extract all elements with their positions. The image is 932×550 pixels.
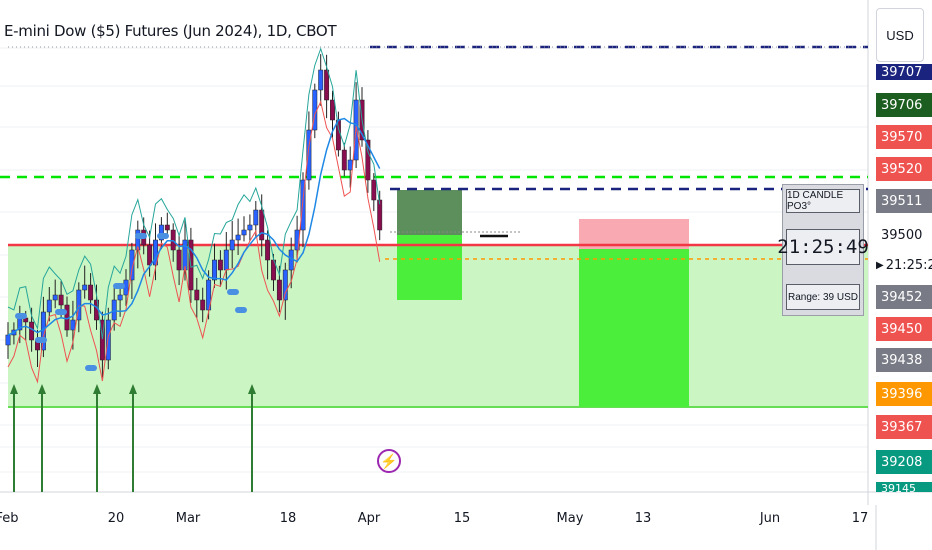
candle-body	[212, 259, 217, 281]
candle-body	[253, 209, 259, 226]
buy-arrow-head	[93, 384, 101, 394]
candle-body	[241, 229, 247, 236]
signal-marker	[227, 289, 239, 295]
price-label-level-3: 39570	[876, 125, 932, 149]
time-label-20: 20	[107, 511, 125, 526]
candle-body	[52, 294, 58, 301]
candle-body	[347, 159, 353, 171]
candle-po3-panel[interactable]: 1D CANDLE PO3° 21:25:49 Range: 39 USD	[777, 184, 869, 316]
currency-button[interactable]: USD	[876, 8, 924, 62]
candle-body	[176, 249, 182, 271]
buy-arrow-head	[129, 384, 137, 394]
po3-timer: 21:25:49	[777, 229, 869, 265]
price-label-level-5: 39511	[876, 189, 932, 213]
signal-marker	[15, 313, 27, 319]
time-label-18: 18	[279, 511, 297, 526]
candle-body	[235, 234, 241, 241]
candle-body	[182, 239, 188, 271]
lower-band-line	[7, 100, 381, 384]
time-label-mar: Mar	[175, 511, 201, 526]
buy-arrow-head	[10, 384, 18, 394]
signal-marker	[55, 309, 67, 315]
price-label-level-6: 39452	[876, 285, 932, 309]
time-label-apr: Apr	[357, 511, 381, 526]
candle-body	[135, 229, 141, 251]
chart-title: E-mini Dow ($5) Futures (Jun 2024), 1D, …	[4, 22, 337, 40]
candle-body	[276, 279, 282, 301]
candle-body	[105, 319, 111, 361]
candle-body	[259, 209, 265, 241]
candle-body	[29, 321, 35, 341]
time-label-13: 13	[634, 511, 652, 526]
current-price-marker-icon: ▶	[876, 259, 884, 271]
candle-body	[82, 284, 88, 291]
candle-body	[365, 139, 371, 181]
price-label-level-4: 39520	[876, 157, 932, 181]
candle-body	[247, 224, 253, 231]
candle-body	[318, 69, 324, 91]
candle-body	[300, 179, 306, 231]
candle-body	[70, 319, 76, 331]
signal-marker	[157, 233, 169, 239]
time-label-feb: Feb	[0, 511, 19, 526]
candle-body	[282, 269, 288, 301]
signal-marker	[135, 233, 147, 239]
signal-marker	[235, 307, 247, 313]
candle-body	[217, 259, 223, 271]
candle-body	[76, 289, 82, 321]
time-label-15: 15	[453, 511, 471, 526]
candle-body	[5, 334, 11, 346]
time-label-jun: Jun	[759, 511, 781, 526]
price-label-level-12: 39145	[876, 482, 932, 492]
lightning-bolt-icon[interactable]: ⚡	[377, 449, 401, 473]
signal-marker	[85, 365, 97, 371]
po3-title: 1D CANDLE PO3°	[786, 189, 860, 213]
time-label-17: 17	[851, 511, 869, 526]
countdown-label: ▶21:25:23	[876, 257, 932, 273]
candle-body	[129, 249, 135, 281]
po3-range: Range: 39 USD	[786, 284, 860, 310]
buy-arrow-head	[38, 384, 46, 394]
candle-body	[153, 239, 158, 266]
buy-arrow-head	[248, 384, 256, 394]
price-label-current: 39500	[881, 227, 923, 243]
signal-marker	[35, 337, 47, 343]
candle-body	[330, 99, 335, 121]
candle-body	[117, 294, 123, 301]
price-label-level-10: 39367	[876, 415, 932, 439]
candle-body	[88, 284, 94, 301]
candle-body	[324, 69, 330, 101]
bright-green-box	[579, 249, 689, 407]
candle-body	[341, 149, 347, 171]
price-label-level-9: 39396	[876, 382, 932, 406]
candle-body	[46, 299, 52, 313]
signal-marker	[113, 283, 125, 289]
candle-body	[164, 224, 170, 231]
candle-body	[377, 199, 383, 231]
candle-body	[99, 319, 105, 361]
price-label-level-2: 39706	[876, 93, 932, 117]
moving-average-line	[7, 117, 381, 336]
price-label-level-1: 39707	[876, 64, 932, 80]
candle-body	[223, 249, 229, 271]
price-label-level-11: 39208	[876, 450, 932, 474]
price-label-level-8: 39438	[876, 348, 932, 372]
candle-body	[58, 294, 64, 306]
candle-body	[265, 239, 271, 261]
candle-body	[229, 239, 235, 251]
candle-body	[306, 129, 312, 181]
dark-green-box	[397, 190, 462, 235]
candle-body	[371, 179, 377, 201]
candle-body	[158, 224, 164, 241]
price-label-level-7: 39450	[876, 317, 932, 341]
upper-band-line	[7, 47, 381, 340]
candle-body	[200, 299, 206, 311]
time-label-may: May	[556, 511, 584, 526]
candle-body	[147, 244, 153, 266]
candle-body	[194, 289, 200, 301]
